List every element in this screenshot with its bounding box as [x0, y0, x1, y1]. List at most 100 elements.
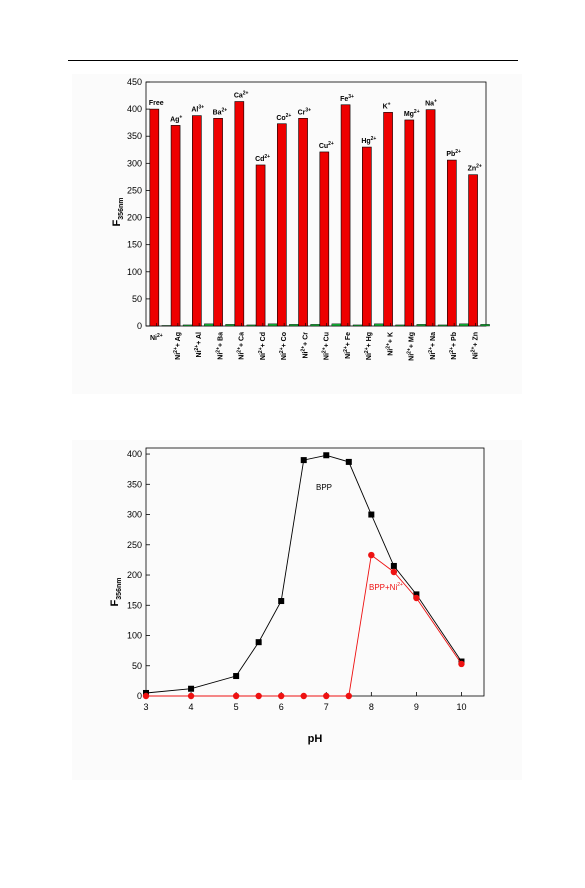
- ion-bar: [255, 164, 266, 327]
- data-point-bpp: [233, 673, 240, 680]
- line-x-tick-label: 8: [369, 702, 374, 712]
- data-point-bpp: [345, 458, 352, 465]
- bar-panel-background: [72, 74, 522, 394]
- ni-bar: [395, 324, 405, 327]
- bar-y-tick-label: 200: [127, 213, 142, 223]
- ion-label-symbol: Fe: [340, 96, 348, 103]
- ion-label-charge: 2+: [286, 113, 292, 119]
- ion-label: Al3+: [191, 105, 204, 114]
- ion-label: Cd2+: [255, 154, 270, 163]
- ni-mixture-label: Ni2++ Cr: [300, 332, 309, 359]
- ni-label-charge: 2+: [194, 345, 200, 351]
- ni-bar: [267, 323, 278, 327]
- ni-label-symbol: Ni: [281, 353, 288, 360]
- line-x-tick-label: 7: [324, 702, 329, 712]
- ion-label-charge: 3+: [348, 94, 354, 100]
- ni-label-added-ion: + Cd: [260, 332, 267, 347]
- ni-label-charge: 2+: [237, 347, 243, 353]
- ni-label-symbol: Ni: [366, 353, 373, 360]
- ni-label-symbol: Ni: [150, 335, 157, 342]
- ion-label-symbol: Cd: [255, 156, 264, 163]
- ni-bar: [459, 323, 469, 327]
- ni-mixture-label: Ni2++ Zn: [470, 332, 479, 359]
- ion-label-charge: 3+: [198, 105, 204, 111]
- ion-bar: [192, 115, 202, 327]
- line-series: [142, 452, 465, 700]
- line-x-tick-label: 10: [456, 702, 466, 712]
- ion-label-symbol: Free: [149, 100, 164, 107]
- bar-y-tick-label: 450: [127, 77, 142, 87]
- ni-label-charge: 2+: [385, 343, 391, 349]
- data-point-bpp-ni: [300, 692, 307, 700]
- ion-bar: [447, 159, 457, 327]
- ni-label-added-ion: + Ag: [175, 332, 182, 347]
- ion-label-charge: 2+: [414, 109, 420, 115]
- line-x-tick-label: 6: [279, 702, 284, 712]
- ion-bar: [170, 125, 181, 327]
- ni-label-charge: 2+: [215, 347, 221, 353]
- ni-label-symbol: Ni: [387, 349, 394, 356]
- line-x-tick-label: 4: [189, 702, 194, 712]
- series-line-bpp: [145, 454, 462, 694]
- line-x-tick-label: 5: [234, 702, 239, 712]
- ni-label-added-ion: + Al: [196, 332, 203, 345]
- ni-mixture-label: Ni2++ Ag: [173, 332, 182, 360]
- ion-label-symbol: K: [383, 103, 388, 110]
- data-point-bpp: [323, 452, 330, 459]
- line-x-tick-label: 9: [414, 702, 419, 712]
- ni-mixture-label: Ni2++ K: [385, 332, 394, 356]
- ni-label-charge: 2+: [173, 347, 179, 353]
- line-x-tick-label: 3: [143, 702, 148, 712]
- ni-mixture-label: Ni2++ Na: [428, 332, 437, 360]
- line-y-tick-label: 300: [127, 510, 142, 520]
- ni-label-symbol: Ni: [175, 353, 182, 360]
- data-point-bpp-ni: [413, 594, 420, 602]
- ni-bar: [225, 324, 235, 327]
- ni-label-symbol: Ni: [260, 353, 267, 360]
- ni-mixture-label: Ni2++ Mg: [407, 332, 416, 361]
- data-point-bpp-ni: [187, 692, 195, 700]
- ni-bar: [204, 323, 214, 327]
- ni-mixture-label: Ni2++ Cd: [258, 332, 267, 360]
- ni-mixture-label: Ni2++ Hg: [364, 332, 373, 360]
- ni-mixture-label: Ni2++ Ca: [237, 332, 246, 360]
- ion-label-symbol: Cu: [319, 143, 328, 150]
- ion-bar: [404, 119, 415, 327]
- bar-y-tick-label: 100: [127, 267, 142, 277]
- ion-bar: [319, 151, 330, 327]
- ni-bar: [437, 324, 448, 327]
- ni-label-added-ion: + Ca: [239, 332, 246, 347]
- ni-mixture-label: Ni2++ Co: [279, 332, 288, 360]
- ni-label-charge: 2+: [449, 347, 455, 353]
- line-y-tick-label: 0: [137, 691, 142, 701]
- ni-label-charge: 2+: [364, 347, 370, 353]
- ni-label-charge: 2+: [258, 347, 264, 353]
- ion-bar: [468, 174, 478, 327]
- ni-label-symbol: Ni: [430, 353, 437, 360]
- ion-bar: [425, 109, 436, 327]
- ion-label: Na+: [425, 99, 437, 108]
- ni-bar: [374, 323, 384, 327]
- ni-mixture-label: Ni2++ Fe: [343, 332, 352, 359]
- data-point-bpp: [188, 685, 195, 692]
- ion-label-symbol: Pb: [446, 151, 455, 158]
- ni-label-charge: 2+: [157, 333, 163, 339]
- ni-label-symbol: Ni: [472, 352, 479, 359]
- ni-mixture-label: Ni2++ Pb: [449, 332, 458, 360]
- line-y-tick-label: 350: [127, 479, 142, 489]
- ni-bar: [161, 325, 172, 327]
- ion-label: Ba2+: [213, 107, 228, 116]
- ion-label: Cu2+: [319, 141, 334, 150]
- ni-label-symbol: Ni: [217, 353, 224, 360]
- ion-label-charge: 2+: [222, 107, 228, 113]
- header-rule: [68, 60, 518, 61]
- bar-y-tick-label: 50: [132, 294, 142, 304]
- ni-label-charge: 2+: [428, 347, 434, 353]
- ion-bar: [298, 118, 308, 327]
- ion-label: K+: [383, 101, 391, 110]
- ni-label-symbol: Ni: [302, 351, 309, 358]
- ion-label-symbol: Mg: [404, 111, 414, 118]
- ion-label-charge: 2+: [328, 141, 334, 147]
